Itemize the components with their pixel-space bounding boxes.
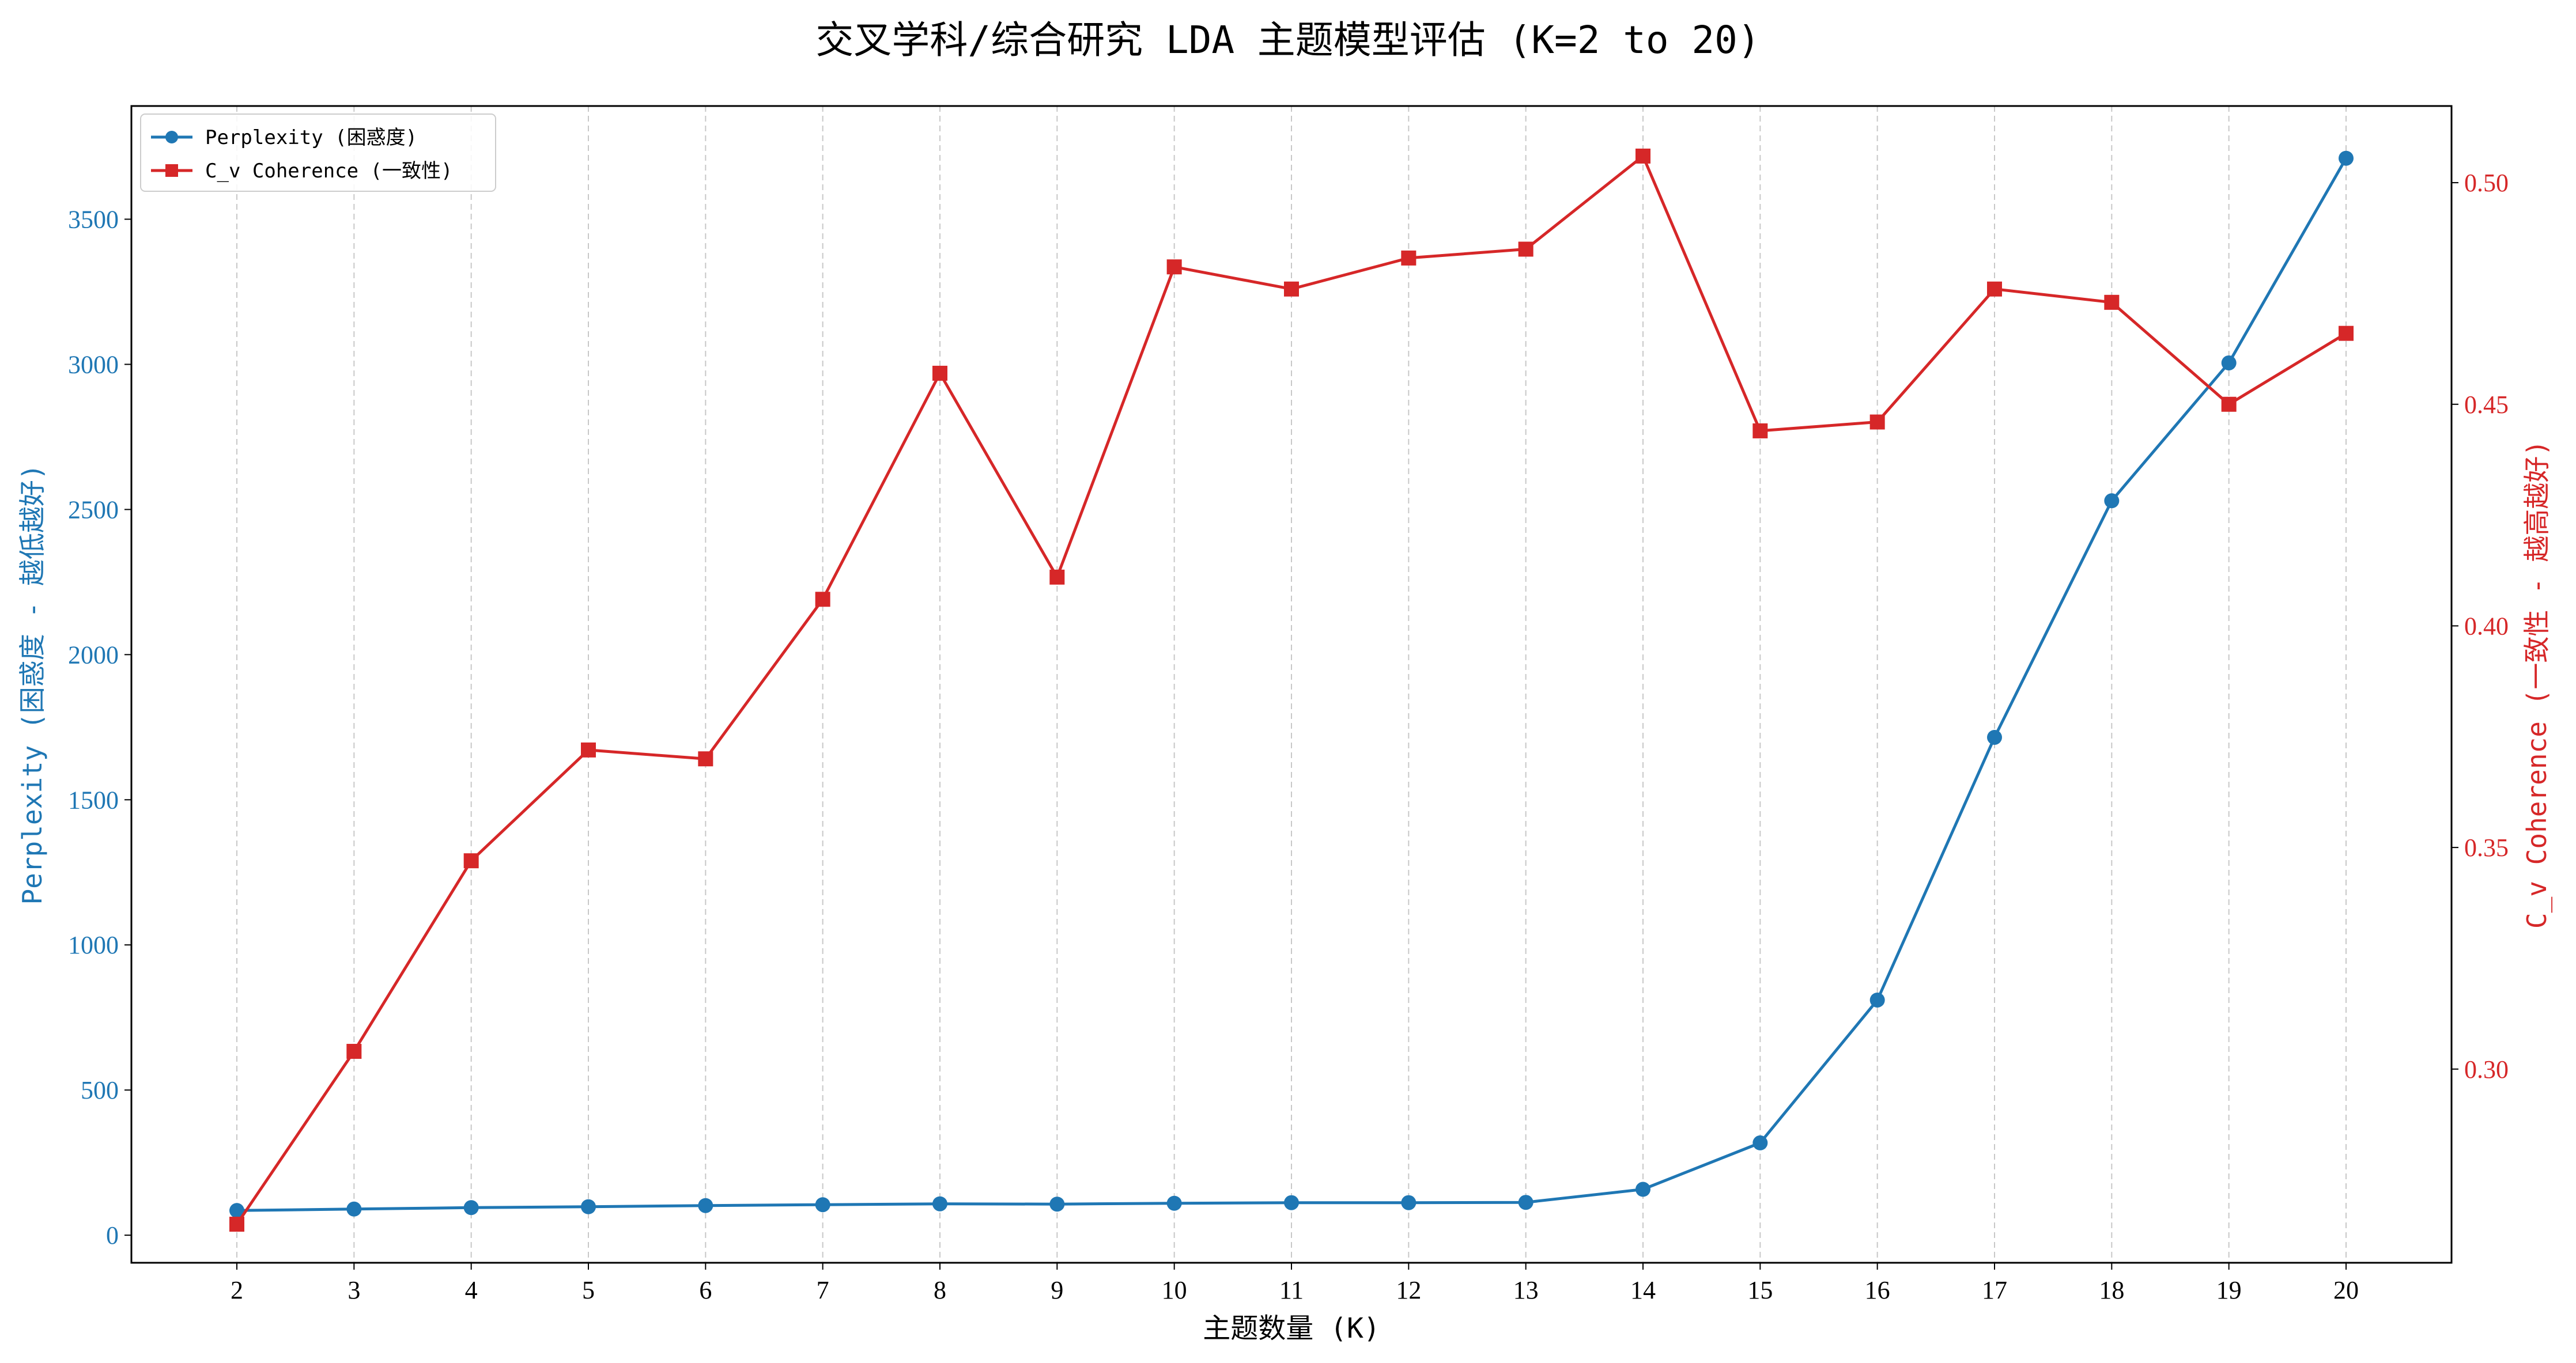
x-grid-lines [236, 106, 2347, 1263]
data-point [581, 742, 596, 758]
data-point [463, 1200, 479, 1216]
x-tick-label: 20 [2333, 1276, 2359, 1304]
x-axis-ticks: 2 3 4 5 6 7 8 9 10 11 12 13 14 15 16 17 18 19 20 [231, 1263, 2359, 1304]
x-tick-label: 5 [582, 1276, 595, 1304]
data-point [2104, 294, 2120, 310]
data-point [1401, 1195, 1417, 1210]
data-point [1869, 992, 1885, 1008]
right-tick-label: 0.35 [2464, 834, 2509, 862]
right-tick-label: 0.45 [2464, 391, 2509, 419]
left-tick-label: 2500 [68, 495, 119, 524]
x-tick-label: 14 [1630, 1276, 1656, 1304]
right-axis-title: C_v Coherence (一致性 - 越高越好) [2521, 440, 2552, 929]
data-point [1518, 241, 1533, 257]
data-point [346, 1044, 362, 1059]
data-point [229, 1203, 244, 1218]
x-tick-label: 2 [231, 1276, 243, 1304]
legend-perplexity-label: Perplexity (困惑度) [205, 126, 417, 149]
data-point [463, 853, 479, 869]
data-point [932, 1196, 947, 1211]
x-axis-title: 主题数量 (K) [1203, 1312, 1380, 1345]
left-tick-label: 1500 [68, 786, 119, 814]
x-tick-label: 16 [1865, 1276, 1890, 1304]
data-point [1049, 1197, 1065, 1212]
data-point [815, 1197, 830, 1213]
left-tick-label: 1000 [68, 931, 119, 959]
data-point [1166, 259, 1182, 275]
x-tick-label: 19 [2216, 1276, 2242, 1304]
data-point [932, 365, 947, 381]
legend-coherence-label: C_v Coherence (一致性) [205, 160, 453, 183]
x-tick-label: 3 [348, 1276, 360, 1304]
x-tick-label: 9 [1051, 1276, 1063, 1304]
left-tick-label: 0 [106, 1221, 119, 1250]
data-point [2104, 493, 2120, 509]
left-tick-label: 500 [81, 1076, 119, 1104]
data-point [1636, 1182, 1650, 1197]
x-tick-label: 6 [699, 1276, 712, 1304]
x-tick-label: 12 [1396, 1276, 1421, 1304]
data-point [2221, 396, 2237, 412]
data-point [229, 1217, 244, 1232]
x-tick-label: 4 [465, 1276, 478, 1304]
data-point [2339, 325, 2354, 341]
left-tick-label: 3000 [68, 350, 119, 378]
right-tick-label: 0.40 [2464, 612, 2509, 640]
x-tick-label: 8 [934, 1276, 946, 1304]
left-tick-label: 2000 [68, 641, 119, 669]
series-perplexity [229, 150, 2354, 1218]
data-point [1284, 1195, 1299, 1210]
data-point [1518, 1195, 1533, 1210]
data-point [2339, 150, 2354, 166]
data-point [1049, 569, 1065, 585]
data-point [1284, 281, 1299, 297]
x-tick-label: 17 [1982, 1276, 2007, 1304]
data-point [2221, 355, 2237, 370]
data-point [1401, 250, 1417, 266]
data-point [1752, 423, 1768, 438]
data-point [1987, 729, 2002, 745]
legend: Perplexity (困惑度) C_v Coherence (一致性) [140, 113, 496, 192]
x-tick-label: 7 [817, 1276, 829, 1304]
x-tick-label: 18 [2099, 1276, 2124, 1304]
legend-box [140, 113, 496, 192]
right-tick-label: 0.30 [2464, 1055, 2509, 1084]
left-axis-title: Perplexity (困惑度 - 越低越好) [17, 464, 48, 904]
x-tick-label: 10 [1162, 1276, 1187, 1304]
left-axis-ticks: 0 500 1000 1500 2000 2500 3000 3500 [68, 206, 131, 1250]
legend-perplexity-marker [165, 131, 178, 143]
data-point [346, 1201, 362, 1217]
legend-coherence-marker [165, 164, 178, 177]
x-tick-label: 15 [1747, 1276, 1773, 1304]
x-tick-label: 13 [1513, 1276, 1539, 1304]
data-point [698, 751, 713, 767]
data-point [1636, 148, 1650, 164]
data-point [815, 592, 830, 607]
data-point [1869, 414, 1885, 430]
data-point [1987, 281, 2002, 297]
series-coherence [229, 148, 2354, 1232]
series-layer [229, 148, 2354, 1232]
data-point [581, 1199, 596, 1214]
right-axis-ticks: 0.30 0.35 0.40 0.45 0.50 [2452, 169, 2509, 1084]
x-tick-label: 11 [1279, 1276, 1304, 1304]
data-point [698, 1198, 713, 1213]
chart-title: 交叉学科/综合研究 LDA 主题模型评估 (K=2 to 20) [815, 18, 1760, 62]
left-tick-label: 3500 [68, 206, 119, 234]
data-point [1166, 1195, 1182, 1211]
data-point [1752, 1135, 1768, 1150]
right-tick-label: 0.50 [2464, 169, 2509, 197]
